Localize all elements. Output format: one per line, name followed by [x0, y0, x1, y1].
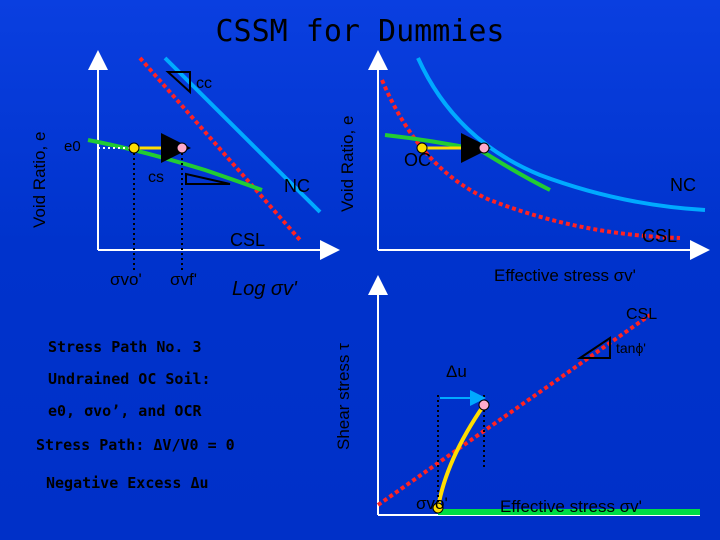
tl-csl-line — [138, 56, 302, 242]
br-x-axis-label: Effective stress σv' — [500, 497, 642, 516]
note-line-4: Stress Path: ΔV/V0 = 0 — [36, 436, 235, 454]
br-final-point — [478, 399, 490, 411]
br-y-axis-label: Shear stress τ — [334, 343, 353, 450]
note-line-1: Stress Path No. 3 — [48, 338, 202, 356]
tr-y-axis-label: Void Ratio, e — [338, 115, 357, 212]
tl-oc-line — [87, 138, 263, 192]
e0-label: e0 — [64, 138, 81, 155]
tanphi-label: tanϕ' — [616, 340, 646, 356]
cs-slope-triangle — [185, 172, 231, 185]
tr-csl-curve — [380, 79, 681, 240]
tl-csl-label: CSL — [230, 230, 266, 250]
br-sigma-vo-label: σvo' — [416, 494, 448, 513]
cc-label: cc — [196, 75, 212, 92]
cc-slope-triangle — [165, 71, 191, 95]
note-line-5: Negative Excess Δu — [46, 474, 209, 492]
tanphi-triangle — [576, 336, 611, 359]
br-csl-label: CSL — [626, 306, 658, 323]
tr-x-axis-label: Effective stress σv' — [494, 266, 636, 285]
tr-initial-point — [416, 142, 428, 154]
tr-csl-label: CSL — [642, 226, 678, 246]
br-csl-line — [376, 313, 652, 507]
du-label: Δu — [446, 362, 467, 381]
tr-nc-curve — [416, 57, 706, 212]
tl-x-axis-label: Log σv' — [232, 278, 297, 300]
bottom-right-panel — [368, 275, 700, 516]
note-line-3: e0, σvo’, and OCR — [48, 402, 202, 420]
tl-final-point — [176, 142, 188, 154]
tr-nc-label: NC — [670, 175, 696, 195]
slide-title: CSSM for Dummies — [215, 14, 505, 49]
sigma-vo-label: σvo' — [110, 270, 142, 289]
tl-y-axis-label: Void Ratio, e — [30, 131, 49, 228]
top-right-panel — [368, 50, 710, 260]
tl-initial-point — [128, 142, 140, 154]
note-line-2: Undrained OC Soil: — [48, 370, 211, 388]
cs-label: cs — [148, 169, 164, 186]
br-initial-point — [432, 502, 444, 514]
top-left-panel — [87, 50, 340, 270]
tr-final-point — [478, 142, 490, 154]
sigma-vf-label: σvf' — [170, 270, 197, 289]
tl-nc-label: NC — [284, 176, 310, 196]
br-stress-path — [436, 403, 486, 509]
tr-oc-label: OC — [404, 150, 431, 170]
